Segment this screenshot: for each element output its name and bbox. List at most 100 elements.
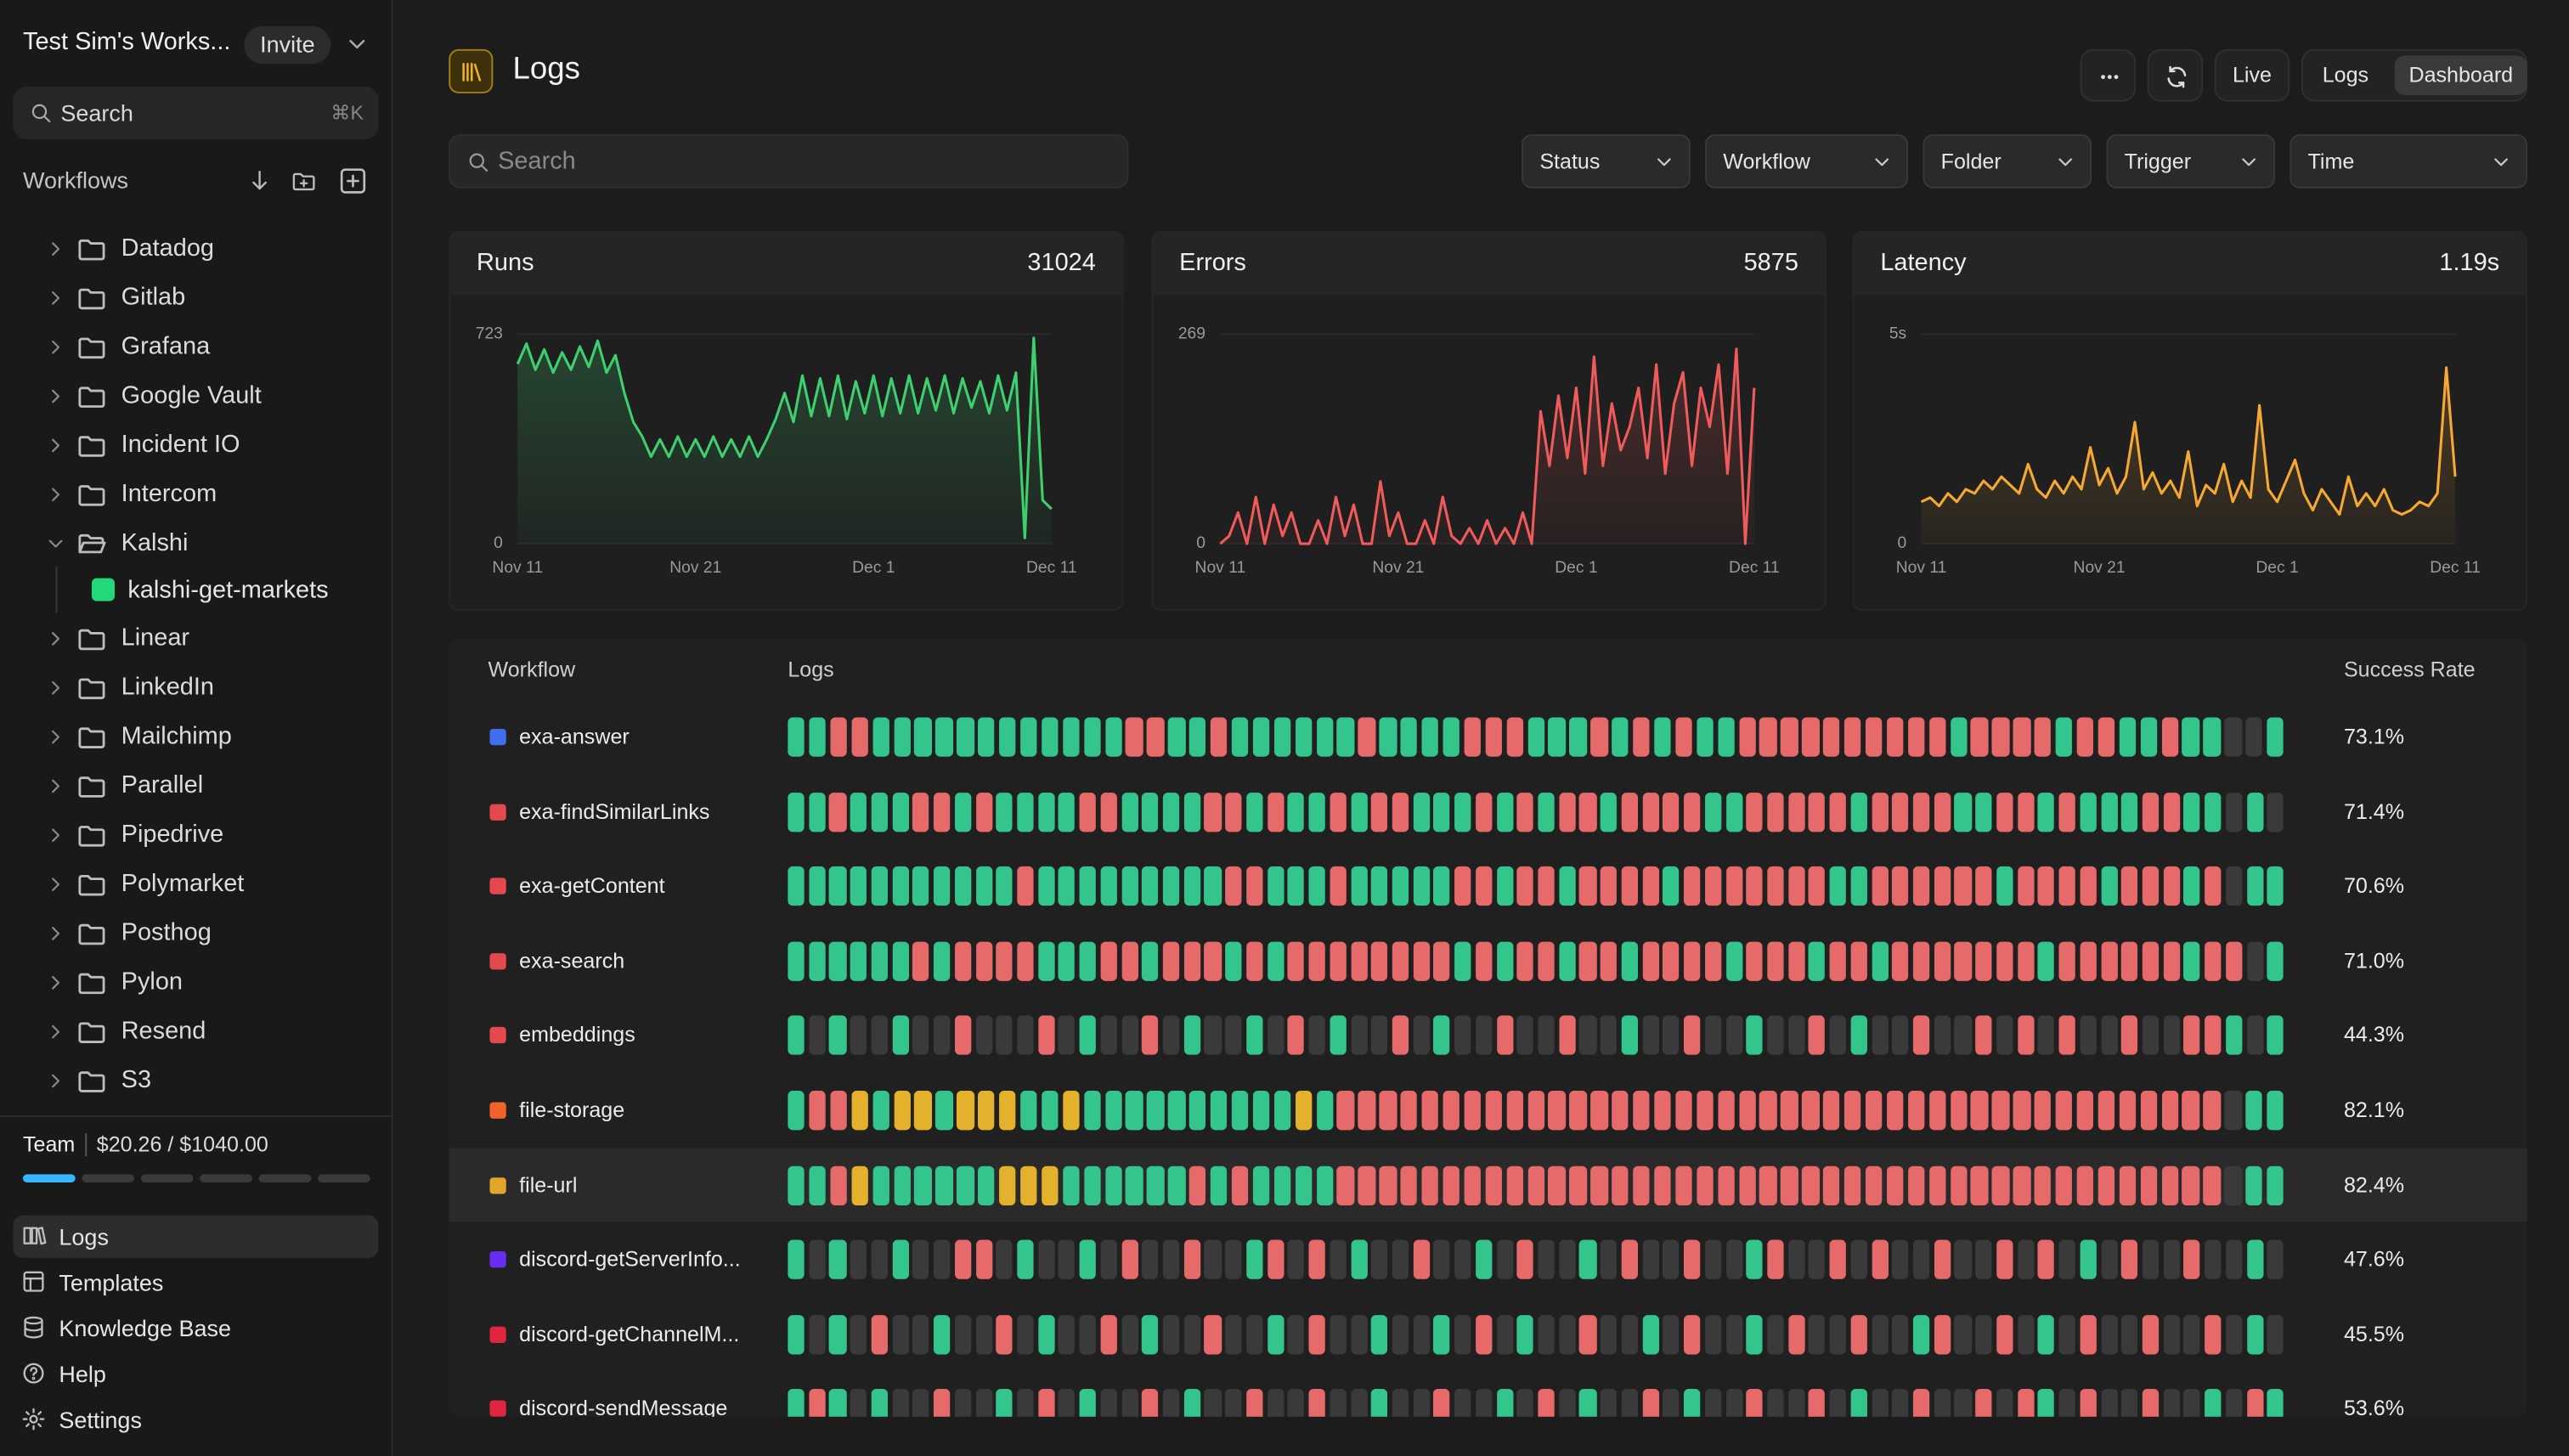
log-cell[interactable] <box>1142 866 1159 906</box>
log-cell[interactable] <box>1079 1239 1097 1280</box>
folder-item[interactable]: Mailchimp <box>0 713 392 762</box>
log-cell[interactable] <box>1538 1016 1555 1056</box>
log-cell[interactable] <box>2080 1239 2097 1280</box>
log-cell[interactable] <box>1642 1016 1659 1056</box>
log-cell[interactable] <box>1183 792 1200 832</box>
log-cell[interactable] <box>1569 1165 1587 1205</box>
log-cell[interactable] <box>2142 1314 2160 1355</box>
log-cell[interactable] <box>1496 1389 1513 1417</box>
log-cell[interactable] <box>1871 1239 1889 1280</box>
log-cell[interactable] <box>2100 866 2118 906</box>
log-cell[interactable] <box>1886 717 1904 757</box>
log-cell[interactable] <box>1663 1314 1680 1355</box>
log-cell[interactable] <box>1330 941 1347 981</box>
log-cell[interactable] <box>1516 866 1534 906</box>
log-cell[interactable] <box>1548 1091 1566 1131</box>
log-cell[interactable] <box>1600 866 1618 906</box>
log-cell[interactable] <box>2161 1091 2178 1131</box>
log-cell[interactable] <box>1288 1389 1305 1417</box>
log-cell[interactable] <box>1579 792 1596 832</box>
log-cell[interactable] <box>788 717 805 757</box>
log-cell[interactable] <box>1767 1314 1784 1355</box>
log-cell[interactable] <box>2225 1239 2243 1280</box>
log-cell[interactable] <box>1142 1314 1159 1355</box>
log-cell[interactable] <box>1992 1091 2010 1131</box>
log-cell[interactable] <box>935 1091 953 1131</box>
log-cell[interactable] <box>892 792 909 832</box>
log-cell[interactable] <box>1612 1091 1629 1131</box>
log-cell[interactable] <box>1059 1239 1076 1280</box>
log-cell[interactable] <box>2225 941 2243 981</box>
log-cell[interactable] <box>2100 941 2118 981</box>
log-cell[interactable] <box>2034 1091 2052 1131</box>
log-cell[interactable] <box>1231 1091 1249 1131</box>
log-cell[interactable] <box>2058 1389 2076 1417</box>
folder-item[interactable]: Gitlab <box>0 274 392 323</box>
log-cell[interactable] <box>1704 1314 1722 1355</box>
log-cell[interactable] <box>1954 1314 1972 1355</box>
log-cell[interactable] <box>850 792 867 832</box>
log-cell[interactable] <box>1273 1165 1291 1205</box>
log-cell[interactable] <box>1083 1091 1101 1131</box>
log-cell[interactable] <box>1245 866 1263 906</box>
log-cell[interactable] <box>1475 1389 1493 1417</box>
log-cell[interactable] <box>2205 1016 2222 1056</box>
log-cell[interactable] <box>935 1165 953 1205</box>
log-cell[interactable] <box>1892 941 1909 981</box>
log-cell[interactable] <box>2055 1091 2073 1131</box>
log-cell[interactable] <box>1358 1091 1375 1131</box>
log-cell[interactable] <box>1767 1239 1784 1280</box>
log-cell[interactable] <box>1041 1165 1059 1205</box>
log-cell[interactable] <box>1746 866 1764 906</box>
log-cell[interactable] <box>1059 1314 1076 1355</box>
folder-item[interactable]: Pylon <box>0 958 392 1007</box>
log-cell[interactable] <box>1350 1239 1368 1280</box>
log-cell[interactable] <box>1337 717 1354 757</box>
log-cell[interactable] <box>2142 1016 2160 1056</box>
log-cell[interactable] <box>788 1389 805 1417</box>
log-cell[interactable] <box>829 1016 846 1056</box>
log-cell[interactable] <box>1954 1389 1972 1417</box>
log-cell[interactable] <box>1725 866 1742 906</box>
log-cell[interactable] <box>830 717 847 757</box>
log-cell[interactable] <box>1142 1239 1159 1280</box>
log-cell[interactable] <box>1600 1239 1618 1280</box>
log-cell[interactable] <box>1992 717 2010 757</box>
log-cell[interactable] <box>788 792 805 832</box>
log-cell[interactable] <box>2017 1016 2035 1056</box>
log-cell[interactable] <box>1225 866 1242 906</box>
log-cell[interactable] <box>2121 1389 2138 1417</box>
log-cell[interactable] <box>2246 1314 2263 1355</box>
log-cell[interactable] <box>1954 866 1972 906</box>
log-cell[interactable] <box>1350 866 1368 906</box>
log-cell[interactable] <box>1454 792 1471 832</box>
log-cell[interactable] <box>1717 717 1735 757</box>
log-cell[interactable] <box>1421 717 1439 757</box>
log-cell[interactable] <box>999 717 1016 757</box>
log-cell[interactable] <box>914 717 932 757</box>
log-cell[interactable] <box>788 1016 805 1056</box>
log-cell[interactable] <box>1892 792 1909 832</box>
log-cell[interactable] <box>2246 1239 2263 1280</box>
log-cell[interactable] <box>1308 941 1326 981</box>
log-cell[interactable] <box>871 1016 888 1056</box>
log-cell[interactable] <box>1850 1389 1867 1417</box>
table-row[interactable]: exa-answer 73.1% <box>449 699 2527 774</box>
log-cell[interactable] <box>2038 1239 2055 1280</box>
log-cell[interactable] <box>1392 1239 1409 1280</box>
log-cell[interactable] <box>2205 792 2222 832</box>
log-cell[interactable] <box>1802 717 1820 757</box>
log-cell[interactable] <box>975 866 992 906</box>
log-cell[interactable] <box>912 941 930 981</box>
log-cell[interactable] <box>1558 1389 1576 1417</box>
log-cell[interactable] <box>1433 792 1451 832</box>
log-cell[interactable] <box>2163 1016 2180 1056</box>
log-cell[interactable] <box>1350 1314 1368 1355</box>
log-cell[interactable] <box>2205 1314 2222 1355</box>
log-cell[interactable] <box>892 1239 909 1280</box>
log-cell[interactable] <box>1746 1016 1764 1056</box>
log-cell[interactable] <box>2246 941 2263 981</box>
log-cell[interactable] <box>1267 1239 1284 1280</box>
log-cell[interactable] <box>2163 941 2180 981</box>
log-cell[interactable] <box>914 1091 932 1131</box>
